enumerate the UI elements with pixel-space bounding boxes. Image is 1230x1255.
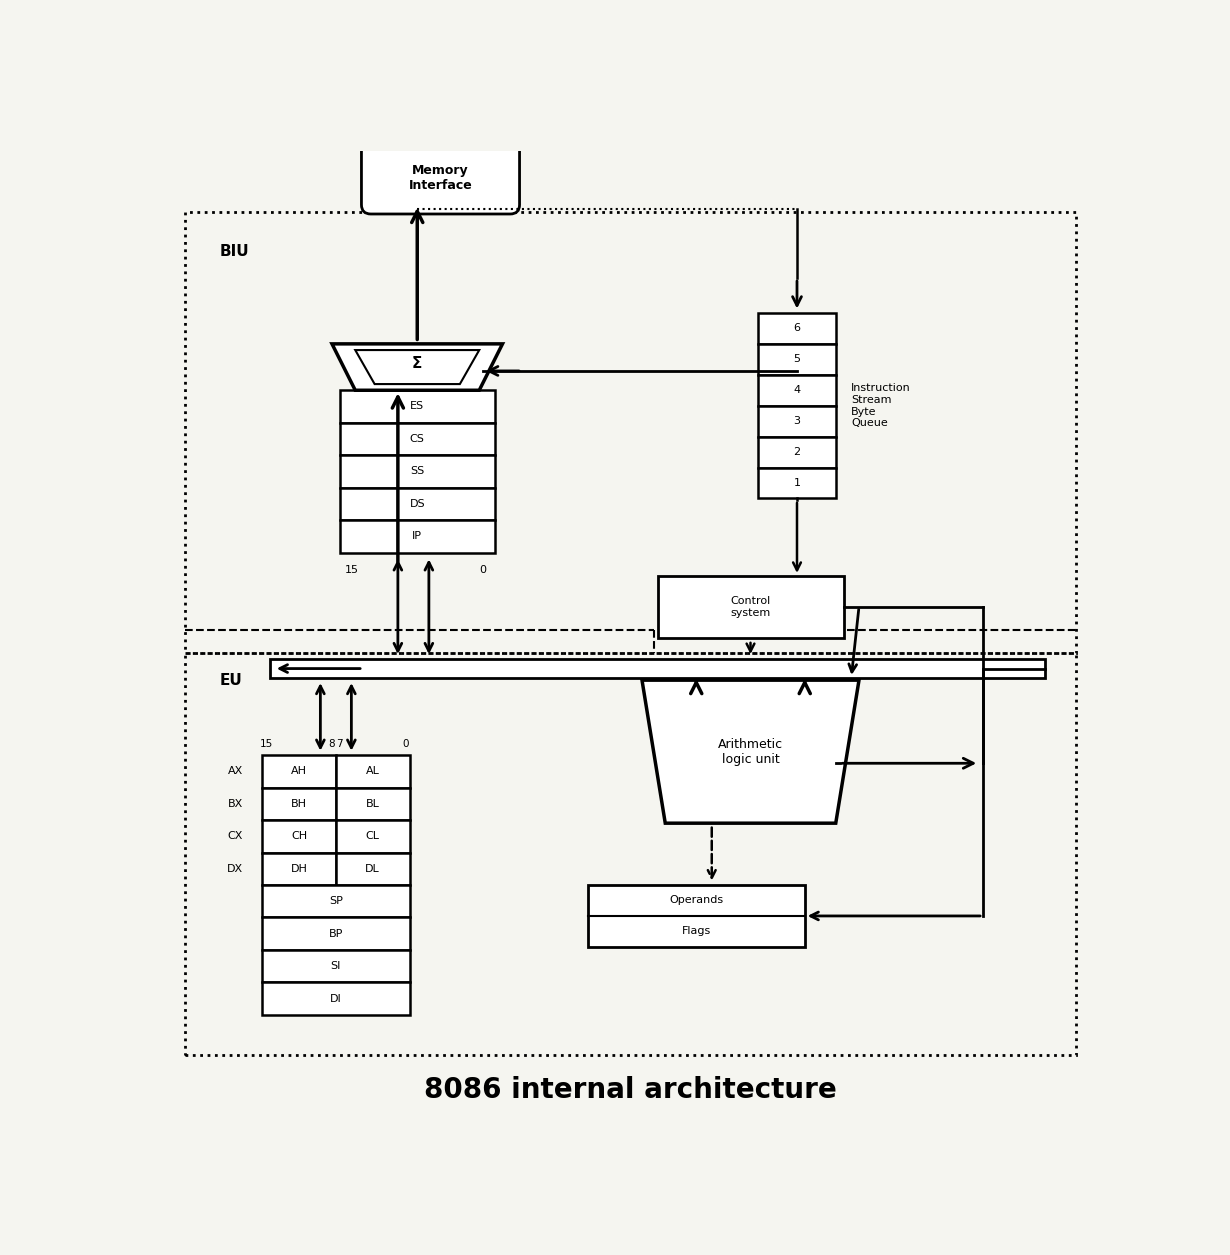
Bar <box>336 756 410 788</box>
Text: 0: 0 <box>480 565 487 575</box>
Text: AL: AL <box>365 767 380 777</box>
Bar <box>336 788 410 820</box>
Text: 6: 6 <box>793 324 801 334</box>
Bar <box>262 950 410 983</box>
FancyBboxPatch shape <box>362 142 519 215</box>
Bar <box>658 576 844 638</box>
Text: BL: BL <box>365 799 380 809</box>
Text: 8: 8 <box>328 738 336 748</box>
Text: 15: 15 <box>260 738 273 748</box>
Bar <box>758 312 835 344</box>
Bar <box>336 820 410 852</box>
Bar <box>271 659 1046 678</box>
Text: DI: DI <box>330 994 342 1004</box>
Text: 15: 15 <box>344 565 358 575</box>
Bar <box>339 488 494 520</box>
Text: BIU: BIU <box>220 243 250 259</box>
Bar <box>758 344 835 375</box>
Text: CL: CL <box>365 831 380 841</box>
Polygon shape <box>355 350 480 384</box>
Text: 2: 2 <box>793 447 801 457</box>
Text: SP: SP <box>328 896 343 906</box>
Text: CX: CX <box>228 831 242 841</box>
Text: Arithmetic
logic unit: Arithmetic logic unit <box>718 738 784 766</box>
Text: BX: BX <box>228 799 242 809</box>
Bar <box>758 468 835 498</box>
Text: CH: CH <box>292 831 308 841</box>
Bar <box>339 456 494 488</box>
Bar <box>758 437 835 468</box>
Text: BP: BP <box>328 929 343 939</box>
Text: DL: DL <box>365 863 380 873</box>
Text: 3: 3 <box>793 417 801 427</box>
Text: Instruction
Stream
Byte
Queue: Instruction Stream Byte Queue <box>851 383 911 428</box>
Text: Flags: Flags <box>681 926 711 936</box>
Bar <box>184 212 1076 653</box>
Bar <box>758 405 835 437</box>
Bar <box>262 983 410 1015</box>
Text: DS: DS <box>410 499 426 508</box>
Text: Σ: Σ <box>412 355 422 370</box>
Text: EU: EU <box>220 673 242 688</box>
Bar <box>262 885 410 917</box>
Text: ES: ES <box>410 402 424 412</box>
Text: 7: 7 <box>337 738 343 748</box>
Polygon shape <box>332 344 503 390</box>
Text: Operands: Operands <box>669 896 723 906</box>
Text: 5: 5 <box>793 354 801 364</box>
Text: 4: 4 <box>793 385 801 395</box>
Bar <box>758 375 835 405</box>
Bar <box>262 917 410 950</box>
Text: DH: DH <box>290 863 308 873</box>
Text: Control
system: Control system <box>731 596 771 617</box>
Text: DX: DX <box>228 863 244 873</box>
Bar <box>262 852 336 885</box>
Polygon shape <box>642 680 859 823</box>
Text: BH: BH <box>292 799 308 809</box>
Text: IP: IP <box>412 531 422 541</box>
Text: 1: 1 <box>793 478 801 488</box>
Bar <box>339 390 494 423</box>
Bar <box>184 653 1076 1055</box>
Text: SI: SI <box>331 961 341 971</box>
Bar <box>339 423 494 456</box>
Text: AH: AH <box>292 767 308 777</box>
Bar <box>262 788 336 820</box>
Text: AX: AX <box>228 767 242 777</box>
Text: Memory
Interface: Memory Interface <box>408 163 472 192</box>
Bar <box>262 820 336 852</box>
Bar <box>262 756 336 788</box>
Text: SS: SS <box>410 467 424 477</box>
Text: 0: 0 <box>402 738 408 748</box>
Text: 8086 internal architecture: 8086 internal architecture <box>424 1076 836 1104</box>
Text: CS: CS <box>410 434 424 444</box>
Bar <box>336 852 410 885</box>
Bar <box>588 885 804 946</box>
Bar <box>339 520 494 552</box>
